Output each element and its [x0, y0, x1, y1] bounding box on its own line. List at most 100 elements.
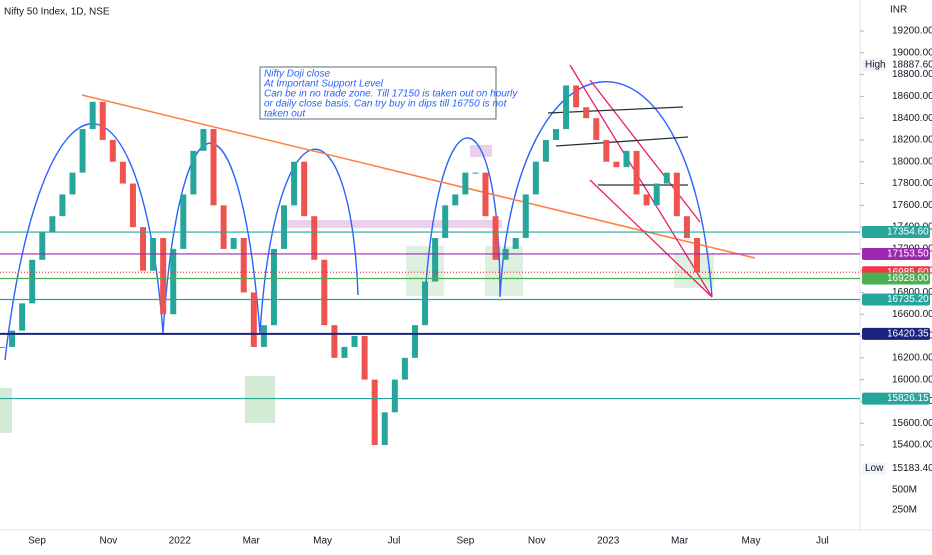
candle	[129, 183, 136, 228]
candle	[472, 172, 479, 174]
candle	[683, 216, 690, 238]
candle	[361, 336, 368, 380]
candle	[694, 238, 700, 273]
stat-name: Low	[865, 463, 884, 474]
candle	[442, 205, 449, 238]
candle	[643, 194, 650, 206]
stat-value: 15183.40	[892, 463, 932, 474]
volume-tick-label: 250M	[892, 505, 917, 516]
candle	[39, 232, 46, 260]
trendline	[555, 136, 689, 147]
x-tick-label: Jul	[816, 536, 829, 547]
candle	[29, 259, 36, 304]
candle	[220, 205, 227, 249]
candle	[341, 346, 348, 358]
trendline	[547, 106, 684, 114]
candle	[603, 139, 610, 162]
x-tick-label: Mar	[671, 536, 689, 547]
y-tick-label: 18400.00	[892, 113, 932, 124]
y-tick-label: 19000.00	[892, 47, 932, 58]
candle	[563, 85, 570, 130]
y-tick-label: 15400.00	[892, 440, 932, 451]
level-label: 16735.20	[887, 294, 929, 305]
zone	[0, 388, 12, 433]
candle	[240, 238, 247, 293]
candle	[542, 139, 549, 162]
level-label: 15826.15	[887, 393, 929, 404]
level-label: 17153.50	[887, 249, 929, 260]
x-tick-label: May	[313, 536, 332, 547]
candle	[281, 205, 288, 249]
candle	[522, 194, 529, 238]
candle	[532, 161, 539, 195]
level-label-bg	[862, 293, 930, 306]
y-tick-label: 17600.00	[892, 200, 932, 211]
y-tick-label: 16800.00	[892, 287, 932, 298]
trendline	[589, 179, 713, 298]
candle	[79, 129, 86, 173]
annotation-text: or daily close basis. Can try buy in dip…	[264, 99, 508, 110]
candle	[49, 216, 56, 233]
candle	[59, 194, 66, 217]
y-tick-label: 16200.00	[892, 352, 932, 363]
stat-value: 18887.60	[892, 60, 932, 71]
level-label: 16928.00	[887, 273, 929, 284]
candle	[663, 172, 670, 184]
candle	[492, 216, 499, 260]
stat-bg	[862, 59, 886, 72]
candle	[422, 281, 429, 326]
x-tick-label: Sep	[28, 536, 46, 547]
level-label: 17354.60	[887, 227, 929, 238]
candle	[583, 107, 590, 119]
level-label: 16985.60	[887, 267, 929, 278]
candle	[391, 379, 398, 413]
candle	[331, 325, 338, 358]
candle	[200, 129, 207, 151]
candle	[99, 101, 106, 140]
x-tick-label: May	[742, 536, 761, 547]
candle	[69, 172, 76, 195]
candle	[19, 303, 26, 331]
stat-name: High	[865, 60, 886, 71]
candle	[270, 248, 277, 326]
level-label: 16420.35	[887, 328, 929, 339]
trendline	[569, 64, 713, 298]
candle	[170, 248, 177, 315]
trendline	[589, 79, 701, 223]
candle	[401, 357, 408, 380]
candle	[301, 161, 308, 217]
y-tick-label: 19200.00	[892, 26, 932, 37]
candle	[482, 172, 489, 217]
x-tick-label: Nov	[100, 536, 118, 547]
candle	[119, 161, 126, 184]
candle	[160, 238, 167, 315]
y-tick-label: 18800.00	[892, 69, 932, 80]
x-tick-label: Jul	[388, 536, 401, 547]
candle	[371, 379, 378, 445]
candle	[462, 172, 469, 195]
x-tick-label: 2022	[169, 536, 192, 547]
candle	[552, 129, 559, 140]
candle	[190, 150, 197, 195]
y-tick-label: 18200.00	[892, 135, 932, 146]
level-label-bg	[862, 247, 930, 260]
y-tick-label: 15600.00	[892, 418, 932, 429]
currency: INR	[890, 5, 907, 16]
candle	[512, 238, 519, 249]
candle	[613, 161, 620, 168]
candle	[452, 194, 459, 206]
y-tick-label: 18600.00	[892, 91, 932, 102]
candle	[0, 346, 5, 348]
candle	[9, 330, 16, 347]
annotation-text: At Important Support Level	[263, 79, 384, 90]
zone	[282, 220, 502, 228]
candle	[673, 172, 680, 217]
x-tick-label: 2023	[597, 536, 620, 547]
candle	[180, 194, 187, 249]
chart-title: Nifty 50 Index, 1D, NSE	[4, 7, 110, 18]
y-tick-label: 16600.00	[892, 309, 932, 320]
candle	[411, 325, 418, 358]
annotation-text: Nifty Doji close	[264, 69, 331, 80]
level-label-bg	[862, 226, 930, 239]
